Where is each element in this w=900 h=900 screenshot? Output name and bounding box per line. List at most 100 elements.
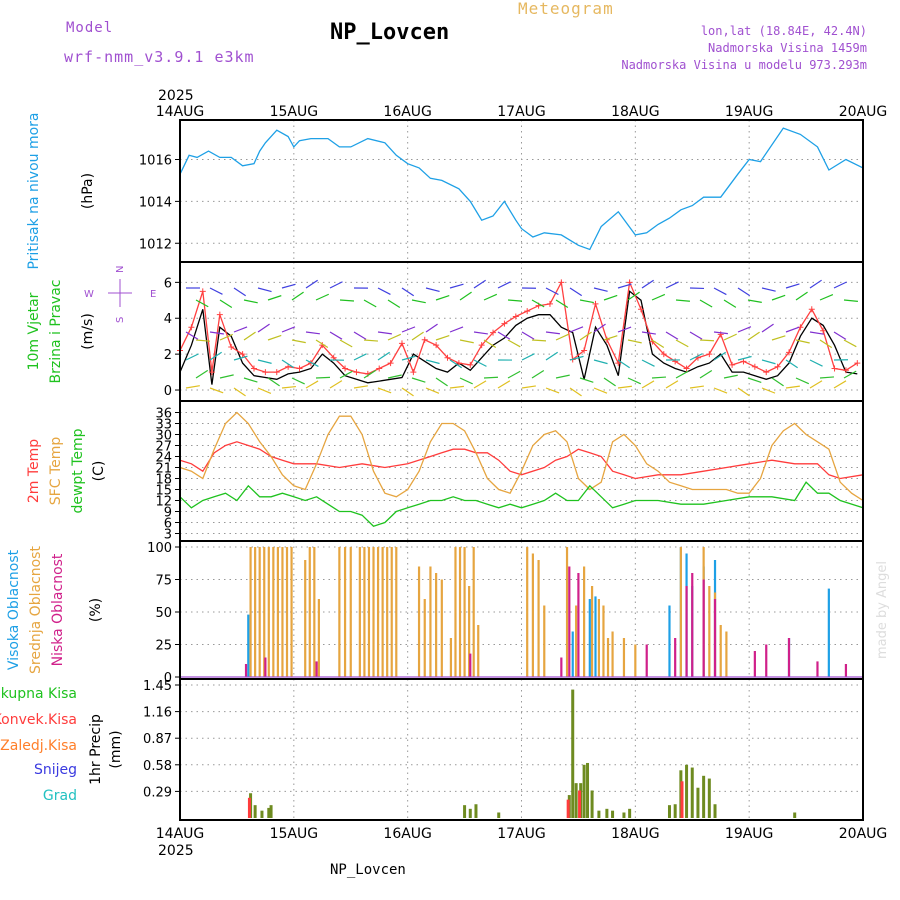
gust-marker: [188, 324, 195, 331]
bar-cloud: [435, 573, 438, 677]
wind-arrow: [435, 377, 448, 387]
wind-arrow: [195, 369, 209, 379]
wind-arrow: [473, 279, 486, 289]
wind-arrow: [449, 326, 464, 333]
wind-arrow: [843, 339, 857, 348]
wind-arrow: [185, 353, 199, 361]
wind-arrow: [593, 387, 608, 394]
time-label-bottom: 15AUG: [270, 826, 319, 842]
wind-arrow: [761, 387, 776, 394]
wind-arrow: [243, 377, 258, 383]
wind-arrow: [291, 291, 304, 301]
model-elevation-label: Nadmorska Visina u modelu 973.293m: [621, 58, 867, 72]
bar-cloud: [543, 605, 546, 677]
bar-precip: [463, 805, 467, 818]
series-line-2m-temp: [179, 441, 864, 480]
wind-arrow: [483, 293, 498, 301]
bar-cloud: [844, 664, 848, 677]
y-tick-label-wind: 4: [164, 312, 172, 327]
bar-cloud: [765, 644, 768, 677]
wind-arrow: [771, 294, 786, 301]
gust-marker: [410, 369, 417, 376]
wind-arrow: [809, 279, 822, 289]
bar-precip: [702, 775, 706, 818]
y-tick-label-wind: 0: [164, 384, 172, 399]
gust-marker: [342, 365, 349, 372]
wind-arrow: [545, 387, 560, 394]
y-tick-label-wind: 2: [164, 348, 172, 363]
wind-arrow: [507, 299, 523, 302]
y-tick-label-temperature: 30: [155, 429, 172, 444]
wind-arrow: [233, 387, 246, 397]
panel-frame-pressure: [179, 119, 864, 263]
time-label-top: 19AUG: [725, 104, 774, 120]
bar-precip: [260, 810, 264, 818]
wind-arrow: [435, 294, 450, 301]
time-label-top: 16AUG: [383, 104, 432, 120]
wind-arrow: [521, 353, 535, 361]
wind-arrow: [795, 291, 808, 301]
gust-marker: [763, 369, 770, 376]
gust-marker: [592, 300, 599, 307]
bar-cloud: [417, 566, 421, 677]
bar-cloud: [827, 588, 830, 677]
wind-arrow: [435, 335, 450, 341]
y-tick-label-temperature: 6: [164, 517, 172, 532]
series-line-pritisak: [179, 127, 864, 251]
wind-arrow: [281, 359, 295, 369]
wind-arrow: [675, 370, 689, 379]
wind-arrow: [809, 359, 823, 367]
bar-precip: [673, 804, 677, 818]
panel-label-cloud: Visoka Oblacnost: [6, 549, 22, 670]
wind-arrow: [219, 333, 234, 341]
compass-n: N: [115, 266, 126, 273]
wind-arrow: [257, 387, 272, 394]
gust-marker: [512, 313, 519, 320]
bar-cloud: [537, 560, 540, 677]
bar-cloud: [469, 653, 472, 677]
y-tick-label-temperature: 27: [155, 440, 172, 455]
wind-arrow: [195, 339, 211, 342]
year-label-top: 2025: [158, 88, 194, 104]
wind-arrow: [209, 331, 224, 335]
wind-arrow: [329, 281, 343, 289]
model-label: Model: [66, 20, 114, 36]
wind-arrow: [675, 339, 689, 348]
bar-cloud: [272, 547, 275, 677]
compass-w: W: [84, 289, 94, 300]
wind-arrow: [795, 377, 810, 385]
bar-cloud: [423, 599, 426, 677]
panel-frame-precip: [179, 678, 864, 821]
gust-marker: [524, 308, 531, 315]
time-label-bottom: 18AUG: [611, 826, 660, 842]
bar-precip: [622, 812, 626, 818]
wind-arrow: [579, 299, 594, 304]
wind-arrow: [737, 287, 751, 297]
wind-arrow: [651, 293, 666, 301]
wind-arrow: [353, 385, 368, 389]
series-line-udari: [179, 279, 858, 375]
wind-arrow: [665, 331, 679, 340]
bar-precip: [690, 767, 694, 818]
wind-arrow: [377, 287, 391, 295]
wind-arrow: [473, 380, 487, 389]
bar-precip: [253, 805, 257, 818]
bar-cloud: [285, 547, 289, 677]
gust-marker: [808, 306, 815, 313]
gust-marker: [751, 363, 758, 370]
wind-arrow: [473, 359, 487, 367]
wind-arrow: [699, 299, 713, 308]
wind-arrow: [281, 283, 296, 289]
bar-precip: [628, 808, 632, 818]
gust-marker: [444, 354, 451, 361]
wind-arrow: [377, 351, 390, 361]
bar-cloud: [313, 547, 316, 677]
wind-arrow: [449, 283, 464, 289]
bar-cloud: [622, 638, 626, 677]
bar-cloud: [606, 638, 610, 677]
bar-cloud: [611, 631, 614, 677]
wind-arrow: [617, 283, 632, 289]
bar-cloud: [472, 547, 475, 677]
wind-arrow: [291, 339, 306, 344]
wind-arrow: [627, 339, 642, 344]
